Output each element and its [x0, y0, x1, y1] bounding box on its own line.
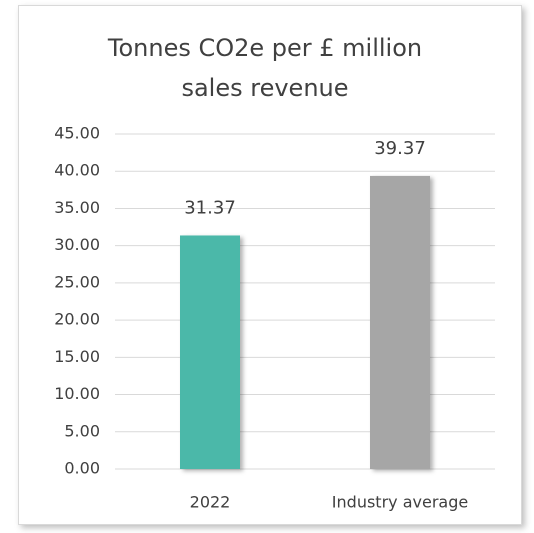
y-tick-label: 5.00	[64, 421, 100, 440]
y-tick-label: 15.00	[54, 347, 100, 366]
y-tick-label: 25.00	[54, 272, 100, 291]
data-label: 31.37	[184, 197, 236, 218]
chart-frame	[18, 5, 522, 525]
x-tick-label: 2022	[190, 493, 231, 512]
bar	[370, 175, 430, 469]
data-label: 39.37	[374, 138, 426, 159]
bar	[180, 235, 240, 469]
chart-title: Tonnes CO2e per £ million sales revenue	[107, 34, 423, 102]
y-tick-label: 30.00	[54, 235, 100, 254]
x-tick-label: Industry average	[332, 493, 468, 512]
y-tick-label: 45.00	[54, 124, 100, 143]
y-tick-label: 20.00	[54, 310, 100, 329]
y-tick-label: 40.00	[54, 161, 100, 180]
y-tick-label: 10.00	[54, 384, 100, 403]
y-tick-label: 0.00	[64, 459, 100, 478]
y-tick-label: 35.00	[54, 198, 100, 217]
